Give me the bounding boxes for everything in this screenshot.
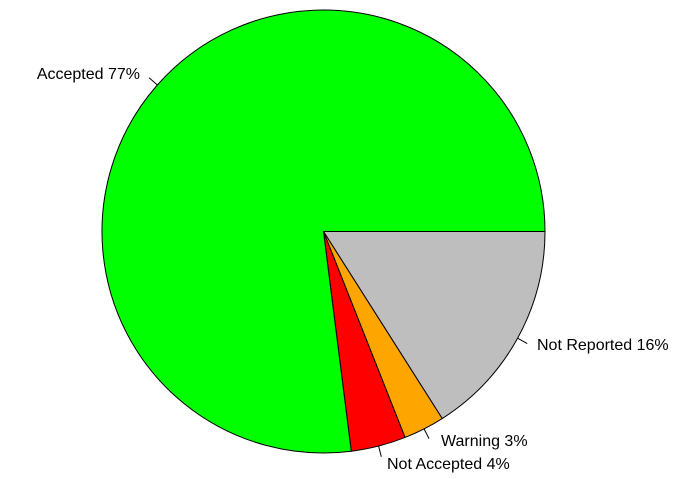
pie-slices [101,9,546,454]
slice-label-not-reported: Not Reported 16% [537,337,669,354]
pie-slice-accepted [101,9,546,454]
pie-labels: Not Reported 16% Warning 3% Not Accepted 4… [37,66,669,473]
leader-line-accepted [148,77,158,86]
leader-line-not-reported [517,337,528,344]
slice-label-accepted: Accepted 77% [37,66,140,83]
leader-line-warning [423,428,430,439]
slice-label-warning: Warning 3% [441,433,528,450]
slice-label-not-accepted: Not Accepted 4% [387,456,510,473]
leader-line-not-accepted [378,445,382,457]
